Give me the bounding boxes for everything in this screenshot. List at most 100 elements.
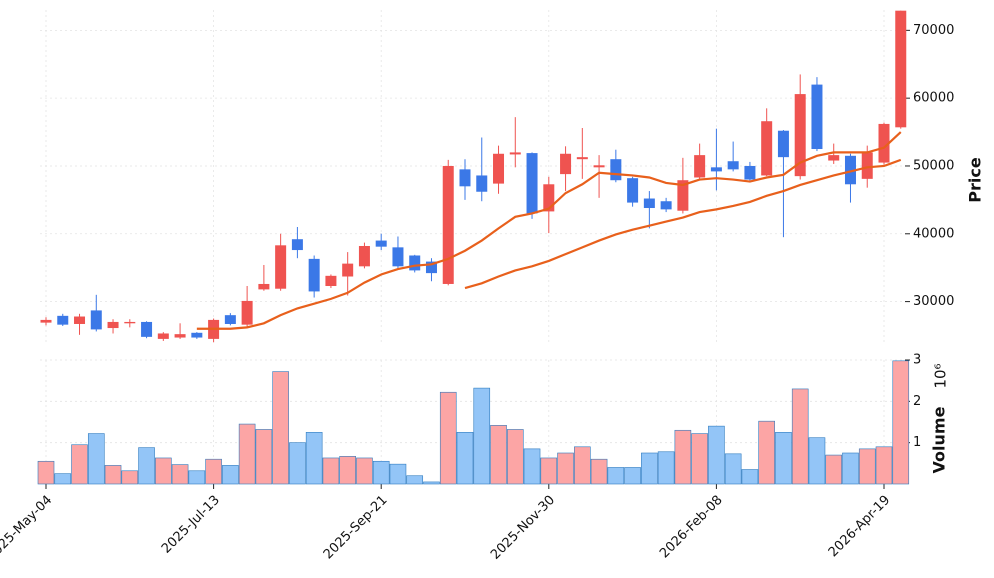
candle-body xyxy=(291,239,303,251)
y-tick-label: 70000 xyxy=(913,23,954,38)
volume-bar xyxy=(71,444,88,485)
candle-body xyxy=(141,321,153,337)
volume-bar xyxy=(205,458,222,485)
volume-bar xyxy=(607,467,625,485)
volume-bar xyxy=(87,433,105,485)
volume-bar xyxy=(741,469,759,485)
volume-bar xyxy=(842,452,859,485)
candle-body xyxy=(727,161,739,170)
candle-body xyxy=(560,153,572,175)
candle-body xyxy=(677,180,689,211)
volume-bar xyxy=(557,452,574,485)
candle-body xyxy=(74,316,86,324)
x-tick-label: 2026-Apr-19 xyxy=(826,493,893,560)
y-tick-label: 30000 xyxy=(913,294,954,309)
candle-body xyxy=(275,245,287,289)
candle-body xyxy=(40,319,52,323)
volume-exponent: 10⁶ xyxy=(932,363,950,388)
volume-bar xyxy=(372,460,390,485)
volume-bar xyxy=(356,457,373,485)
volume-bar xyxy=(222,465,239,485)
candle-body xyxy=(828,155,840,161)
candle-body xyxy=(643,198,655,209)
candle-body xyxy=(157,333,169,339)
candle-body xyxy=(811,84,823,150)
volume-bar xyxy=(439,391,457,485)
volume-bar xyxy=(54,473,72,485)
candle-body xyxy=(694,155,706,178)
candle-body xyxy=(90,310,102,330)
volume-bar xyxy=(238,423,256,485)
candle-body xyxy=(710,167,722,172)
candle-body xyxy=(844,155,856,185)
candle-body xyxy=(124,321,136,324)
volume-bar xyxy=(875,446,893,485)
moving-average-line xyxy=(196,131,902,330)
volume-bar xyxy=(758,420,775,485)
candle-body xyxy=(191,332,203,338)
candle-body xyxy=(57,315,69,325)
x-tick-label: 2026-Feb-08 xyxy=(657,493,726,562)
volume-bar xyxy=(775,432,792,485)
y-tick-label: 1 xyxy=(913,435,921,450)
volume-bar xyxy=(574,446,591,485)
volume-bar xyxy=(540,457,558,485)
candle-body xyxy=(509,152,521,155)
candle-body xyxy=(610,159,622,181)
candle-body xyxy=(878,123,890,163)
candle-body xyxy=(375,240,387,247)
candle-body xyxy=(576,157,588,160)
volume-bar xyxy=(473,387,491,485)
volume-bar xyxy=(171,464,189,485)
y-tick-label: 40000 xyxy=(913,226,954,241)
candle-body xyxy=(409,255,421,271)
candle-body xyxy=(744,165,756,180)
volume-bar xyxy=(138,447,155,485)
volume-bar xyxy=(389,463,407,485)
candle-body xyxy=(543,184,555,212)
candle-body xyxy=(358,245,370,267)
candle-body xyxy=(861,152,873,179)
volume-bar xyxy=(708,425,725,485)
volume-bar xyxy=(456,432,474,485)
candle-body xyxy=(224,315,236,324)
candle-body xyxy=(107,321,119,329)
volume-bar xyxy=(624,467,641,485)
candle-body xyxy=(593,165,605,168)
candle-body xyxy=(526,153,538,214)
volume-bar xyxy=(121,470,139,485)
volume-bar xyxy=(523,448,541,485)
volume-bar xyxy=(825,454,843,485)
volume-bar xyxy=(289,442,306,485)
candle-body xyxy=(761,121,773,176)
volume-axis-label: Volume xyxy=(930,406,949,473)
candle-body xyxy=(777,130,789,158)
volume-bar xyxy=(674,429,692,485)
candle-body xyxy=(476,175,488,192)
candle-body xyxy=(493,153,505,184)
volume-bar xyxy=(272,371,289,485)
y-tick-label: 3 xyxy=(913,353,921,368)
volume-bar xyxy=(506,429,524,485)
candle-body xyxy=(258,283,270,290)
volume-bar xyxy=(339,456,356,485)
volume-bar xyxy=(791,388,809,485)
volume-bar xyxy=(305,432,323,485)
volume-bar xyxy=(858,448,876,485)
candle-body xyxy=(241,300,253,325)
x-tick-label: 2025-Jul-13 xyxy=(159,493,223,557)
candle-body xyxy=(342,263,354,277)
candle-body xyxy=(442,165,454,284)
volume-bar xyxy=(322,457,340,485)
volume-bar xyxy=(590,458,608,485)
price-axis-label: Price xyxy=(966,157,985,203)
candle-body xyxy=(459,169,471,187)
candle-body xyxy=(425,261,437,274)
candle-body xyxy=(627,178,639,203)
volume-bar xyxy=(808,437,826,485)
y-tick-label: 2 xyxy=(913,394,921,409)
x-tick-label: 2025-Nov-30 xyxy=(488,493,558,563)
volume-bar xyxy=(155,457,172,485)
volume-bar xyxy=(691,433,708,485)
